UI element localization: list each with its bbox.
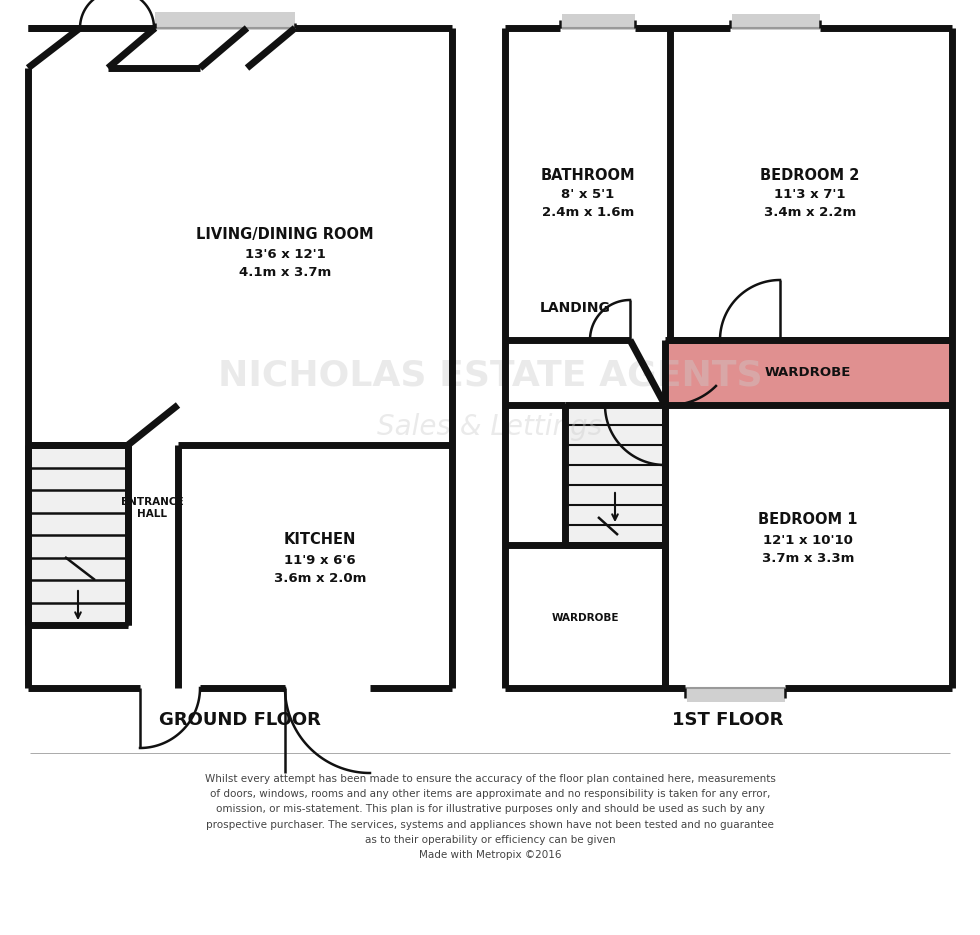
Bar <box>665 340 952 405</box>
Text: BEDROOM 1: BEDROOM 1 <box>759 512 858 527</box>
Text: 8' x 5'1: 8' x 5'1 <box>562 188 614 200</box>
Bar <box>732 14 820 30</box>
Bar <box>565 405 665 545</box>
Text: 13'6 x 12'1: 13'6 x 12'1 <box>245 249 325 262</box>
Text: 2.4m x 1.6m: 2.4m x 1.6m <box>542 207 634 220</box>
Bar <box>562 14 635 30</box>
Text: Whilst every attempt has been made to ensure the accuracy of the floor plan cont: Whilst every attempt has been made to en… <box>205 774 775 860</box>
Text: 3.7m x 3.3m: 3.7m x 3.3m <box>761 552 855 565</box>
Text: ENTRANCE
HALL: ENTRANCE HALL <box>121 496 183 519</box>
Text: 4.1m x 3.7m: 4.1m x 3.7m <box>239 266 331 280</box>
Text: 11'3 x 7'1: 11'3 x 7'1 <box>774 188 846 200</box>
Text: 3.4m x 2.2m: 3.4m x 2.2m <box>763 207 857 220</box>
Bar <box>687 688 785 702</box>
Text: 3.6m x 2.0m: 3.6m x 2.0m <box>273 571 367 584</box>
Text: LANDING: LANDING <box>540 301 611 315</box>
Text: LIVING/DINING ROOM: LIVING/DINING ROOM <box>196 227 373 242</box>
Text: Sales & Lettings: Sales & Lettings <box>377 413 603 441</box>
Text: KITCHEN: KITCHEN <box>284 533 356 548</box>
Bar <box>28 445 128 625</box>
Text: GROUND FLOOR: GROUND FLOOR <box>159 711 320 729</box>
Text: WARDROBE: WARDROBE <box>764 367 852 380</box>
Bar <box>505 28 952 688</box>
Text: BATHROOM: BATHROOM <box>541 167 635 182</box>
Bar <box>155 12 295 30</box>
Text: 11'9 x 6'6: 11'9 x 6'6 <box>284 554 356 567</box>
Text: BEDROOM 2: BEDROOM 2 <box>760 167 859 182</box>
Text: 12'1 x 10'10: 12'1 x 10'10 <box>763 534 853 546</box>
Text: 1ST FLOOR: 1ST FLOOR <box>672 711 784 729</box>
Text: WARDROBE: WARDROBE <box>551 613 618 623</box>
Bar <box>505 545 665 688</box>
Bar <box>28 28 452 688</box>
Text: NICHOLAS ESTATE AGENTS: NICHOLAS ESTATE AGENTS <box>218 358 762 392</box>
Bar <box>665 340 952 688</box>
